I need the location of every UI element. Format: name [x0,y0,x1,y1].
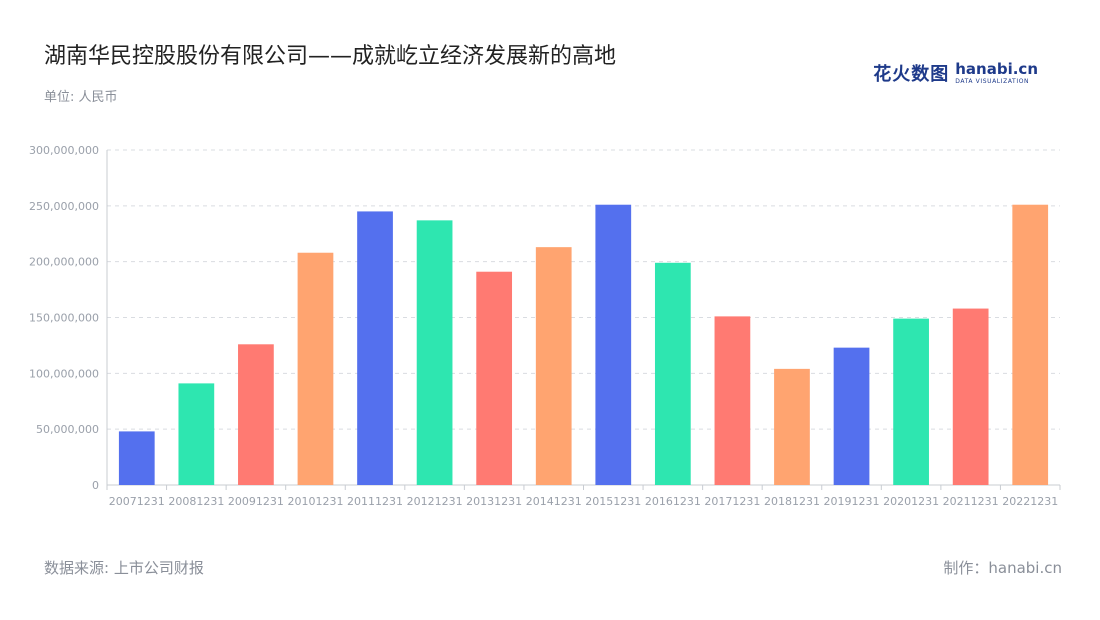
y-tick-label: 0 [92,479,99,492]
bar [595,204,632,485]
logo-cn-text: 花火数图 [873,64,950,85]
y-tick-label: 250,000,000 [29,200,99,213]
bar [416,220,453,485]
bar [714,316,751,485]
logo-sub-text: DATA VISUALIZATION [955,77,1030,85]
bar [297,252,334,485]
logo-en-text: hanabi.cn [955,59,1038,78]
x-tick-label: 20141231 [526,495,582,508]
bar [178,383,215,485]
bar [893,318,929,485]
bar [952,308,989,485]
x-tick-label: 20101231 [287,495,343,508]
x-tick-label: 20221231 [1002,495,1058,508]
y-tick-label: 300,000,000 [29,144,99,157]
x-tick-label: 20161231 [645,495,701,508]
bar [476,271,513,485]
bar [833,347,870,485]
x-tick-label: 20211231 [943,495,999,508]
chart-title: 湖南华民控股股份有限公司——成就屹立经济发展新的高地 [44,44,617,69]
y-tick-label: 200,000,000 [29,256,99,269]
x-tick-label: 20071231 [109,495,165,508]
bar [238,344,274,485]
x-tick-label: 20171231 [704,495,760,508]
unit-label: 单位: 人民币 [44,90,118,105]
y-tick-label: 100,000,000 [29,367,99,380]
x-tick-label: 20191231 [824,495,880,508]
logo-en-block: hanabi.cn DATA VISUALIZATION [955,59,1038,85]
x-tick-label: 20181231 [764,495,820,508]
x-tick-label: 20081231 [168,495,224,508]
bar [357,211,393,485]
x-tick-label: 20151231 [585,495,641,508]
x-tick-label: 20131231 [466,495,522,508]
bar [654,262,691,485]
data-source: 数据来源: 上市公司财报 [44,559,204,577]
bar [774,368,810,485]
brand-logo: 花火数图 hanabi.cn DATA VISUALIZATION [873,60,1038,86]
bar [535,247,572,485]
x-tick-label: 20201231 [883,495,939,508]
bar [1012,204,1049,485]
x-tick-label: 20111231 [347,495,403,508]
y-tick-label: 50,000,000 [36,423,99,436]
x-tick-label: 20121231 [407,495,463,508]
y-tick-label: 150,000,000 [29,312,99,325]
x-tick-label: 20091231 [228,495,284,508]
bar [118,431,155,485]
credit-text: 制作：hanabi.cn [943,559,1062,577]
